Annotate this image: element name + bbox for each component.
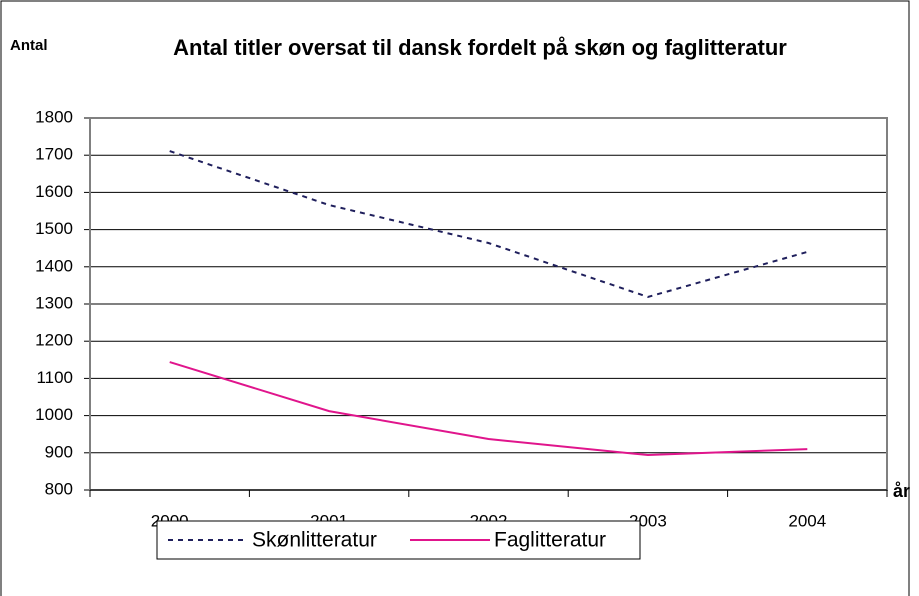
y-tick-label: 1100 [36, 368, 73, 387]
y-tick-label: 1500 [35, 219, 73, 238]
y-tick-label: 900 [45, 442, 73, 461]
legend-label: Faglitteratur [494, 529, 606, 552]
y-tick-label: 800 [45, 479, 73, 498]
legend-box [156, 520, 641, 560]
y-axis-label: Antal [10, 37, 48, 54]
y-tick-label: 1800 [35, 107, 73, 126]
series-line [169, 150, 808, 298]
y-tick-label: 1200 [35, 331, 73, 350]
y-tick-label: 1300 [35, 293, 73, 312]
y-tick-label: 1600 [35, 182, 73, 201]
y-tick-label: 1700 [35, 145, 73, 164]
legend-label: Skønlitteratur [252, 529, 377, 552]
x-tick-label: 2004 [788, 511, 826, 530]
y-tick-label: 1400 [35, 256, 73, 275]
chart-title: Antal titler oversat til dansk fordelt p… [173, 35, 787, 60]
x-axis-label: år [893, 481, 910, 501]
y-tick-label: 1000 [35, 405, 73, 424]
series-line [169, 361, 808, 457]
